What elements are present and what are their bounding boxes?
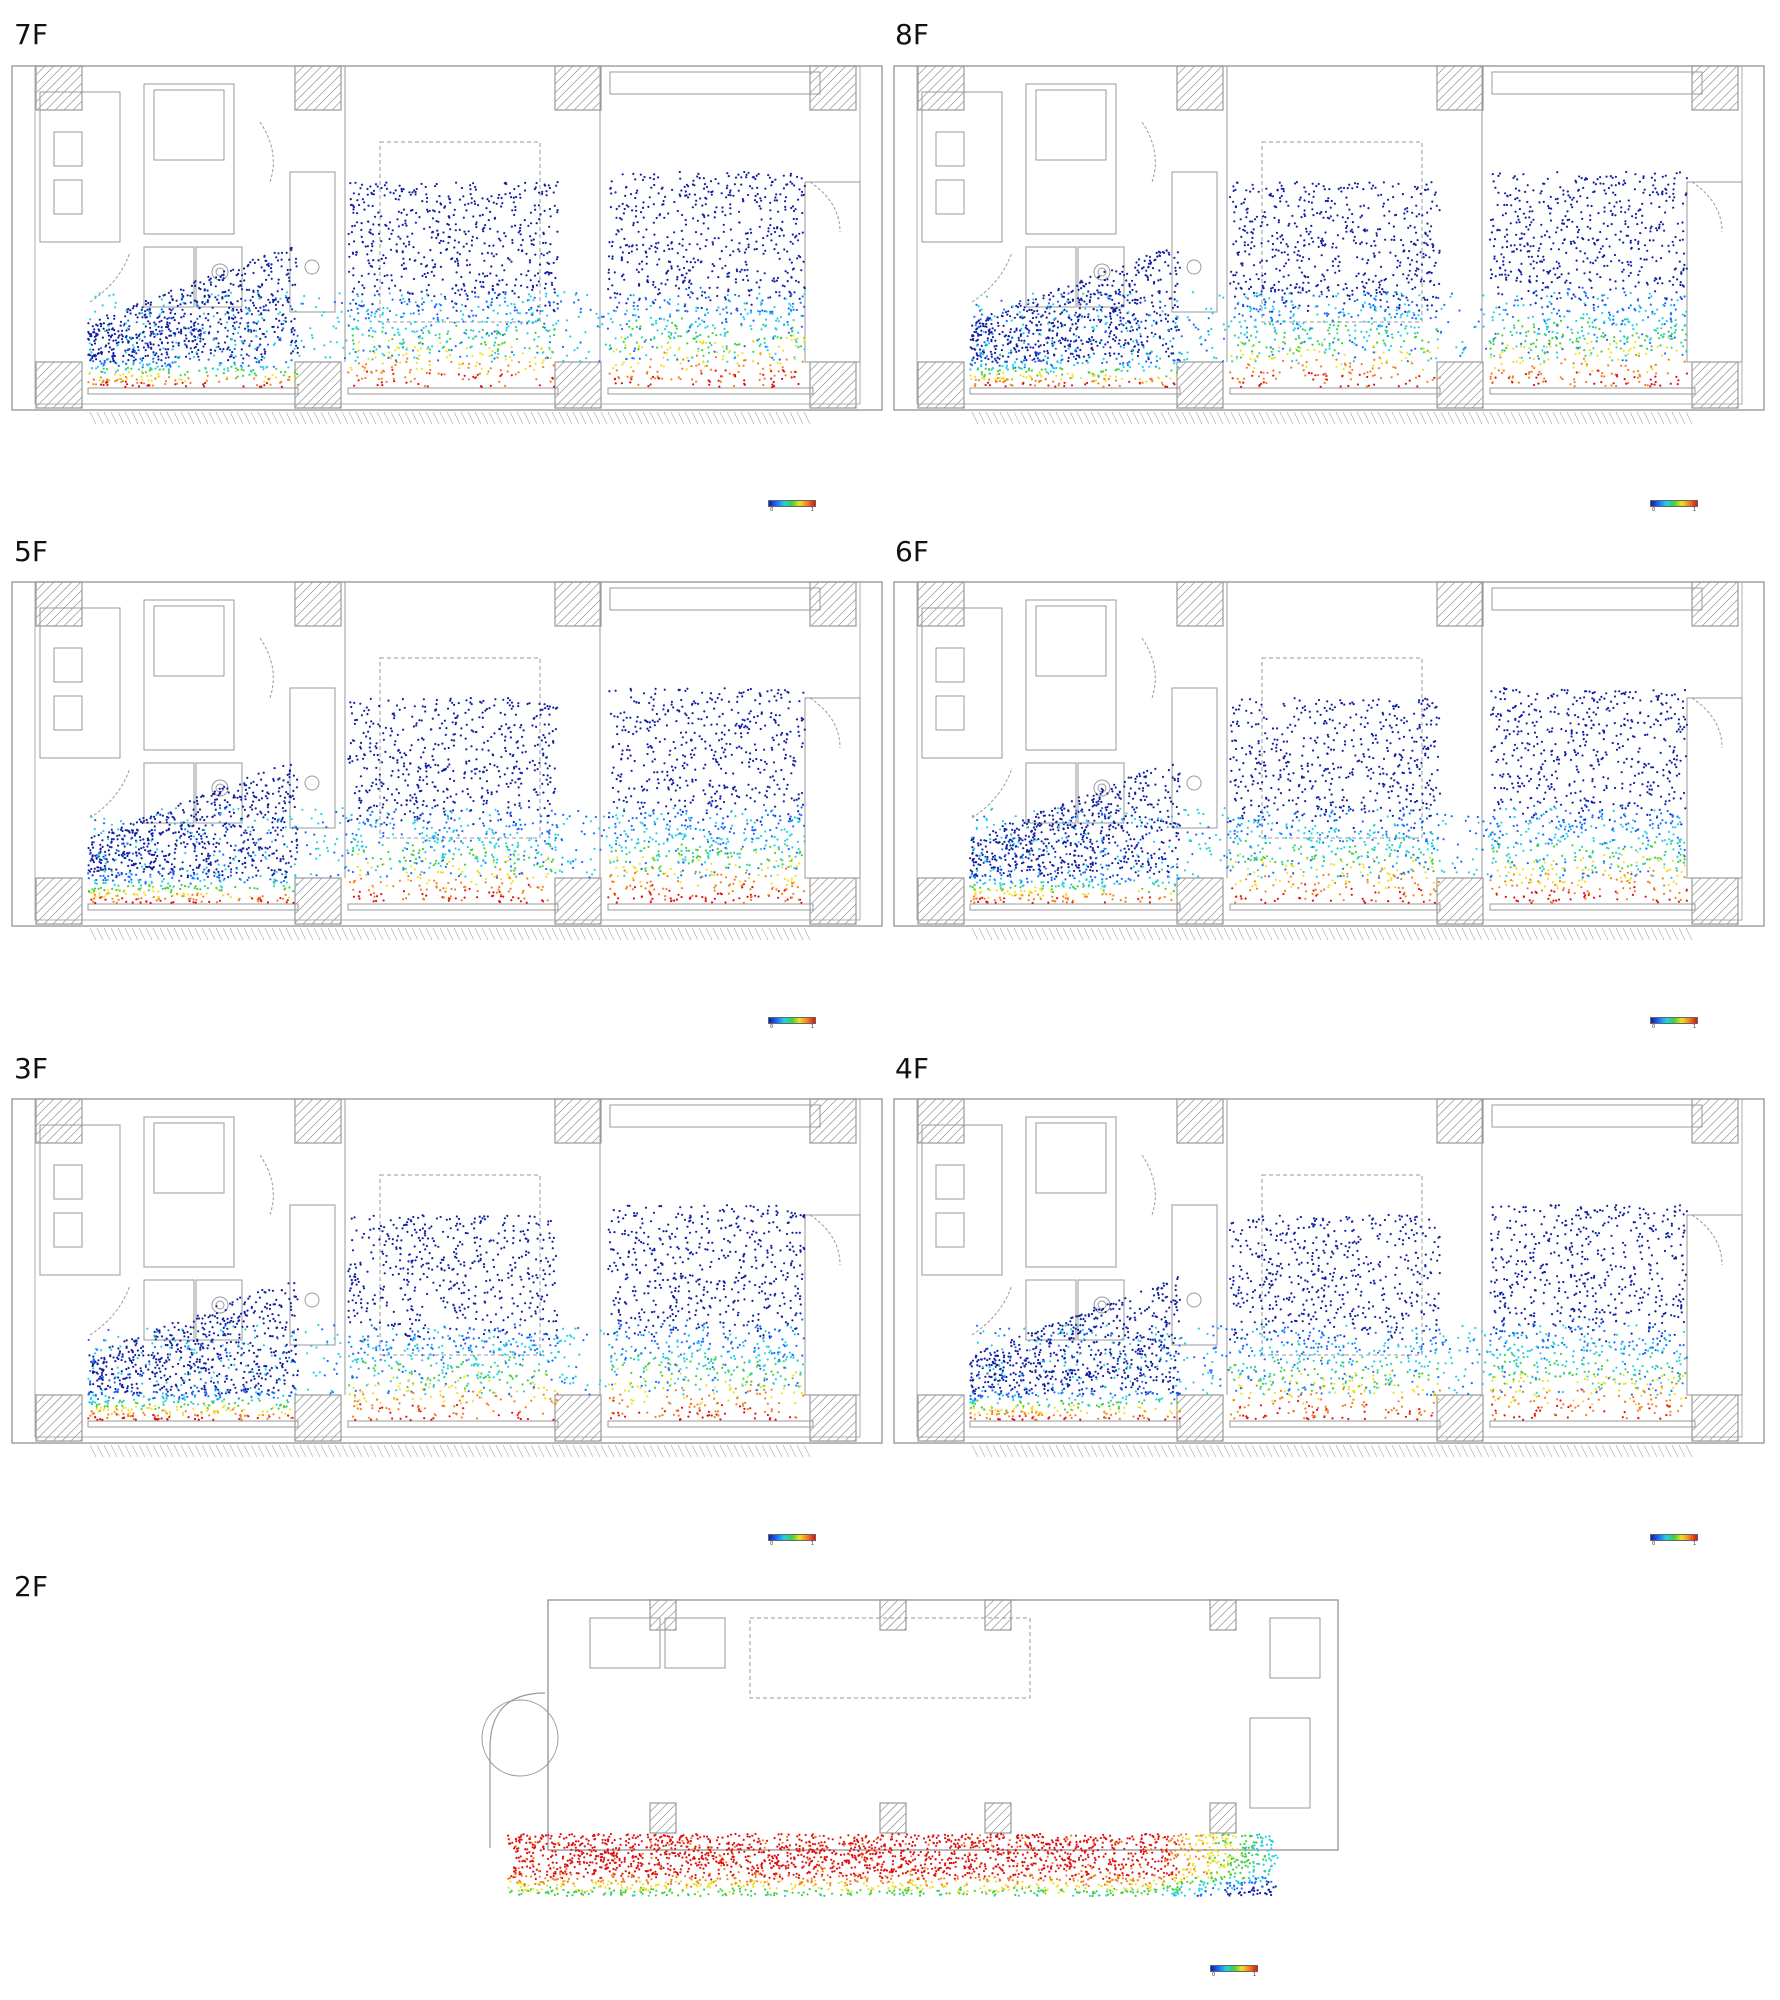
floor-plan-4f bbox=[892, 1095, 1767, 1510]
floor-plan-6f bbox=[892, 578, 1767, 993]
legend-min-label: 0 bbox=[770, 1541, 773, 1547]
legend-max-label: 1 bbox=[1693, 1024, 1696, 1030]
sensor-tick-marks bbox=[971, 1444, 1693, 1458]
plan-linework bbox=[481, 1599, 1339, 1851]
floor-plan-5f bbox=[10, 578, 885, 993]
legend-min-label: 0 bbox=[770, 1024, 773, 1030]
floor-label-7f: 7F bbox=[14, 18, 48, 51]
legend-max-label: 1 bbox=[1253, 1972, 1256, 1978]
daylight-point-cloud bbox=[87, 1204, 806, 1422]
legend-min-label: 0 bbox=[1652, 1541, 1655, 1547]
daylight-point-cloud bbox=[969, 1204, 1688, 1421]
floor-label-4f: 4F bbox=[895, 1052, 929, 1085]
legend-gradient-bar bbox=[1650, 1017, 1698, 1024]
legend-gradient-bar bbox=[768, 500, 816, 507]
legend-max-label: 1 bbox=[1693, 1541, 1696, 1547]
legend-max-label: 1 bbox=[811, 1024, 814, 1030]
floor-plan-drawing bbox=[11, 1098, 883, 1458]
daylight-point-cloud bbox=[87, 170, 807, 389]
floor-label-2f: 2F bbox=[14, 1570, 48, 1603]
floor-plan-drawing bbox=[893, 65, 1765, 425]
plan-linework bbox=[11, 1098, 883, 1444]
legend-gradient-bar bbox=[768, 1017, 816, 1024]
daylight-point-cloud bbox=[969, 170, 1688, 388]
floor-plan-drawing bbox=[11, 65, 883, 425]
floor-plan-drawing bbox=[11, 581, 883, 941]
daylight-point-cloud bbox=[87, 687, 806, 905]
legend-gradient-bar bbox=[1210, 1965, 1258, 1972]
legend-min-label: 0 bbox=[1652, 1024, 1655, 1030]
legend-gradient-bar bbox=[768, 1534, 816, 1541]
legend-min-label: 0 bbox=[1212, 1972, 1215, 1978]
legend-gradient-bar bbox=[1650, 1534, 1698, 1541]
floor-label-8f: 8F bbox=[895, 18, 929, 51]
floor-plan-2f bbox=[450, 1598, 1350, 1898]
sensor-tick-marks bbox=[89, 927, 811, 941]
floor-label-5f: 5F bbox=[14, 535, 48, 568]
legend-max-label: 1 bbox=[811, 1541, 814, 1547]
plan-linework bbox=[11, 581, 883, 927]
daylight-point-cloud bbox=[969, 687, 1688, 905]
plan-linework bbox=[11, 65, 883, 411]
floor-label-3f: 3F bbox=[14, 1052, 48, 1085]
floor-plan-7f bbox=[10, 62, 885, 477]
legend-max-label: 1 bbox=[811, 507, 814, 513]
daylight-point-cloud bbox=[507, 1832, 1279, 1898]
floor-plan-8f bbox=[892, 62, 1767, 477]
floor-plan-drawing bbox=[481, 1599, 1339, 1898]
floor-plan-3f bbox=[10, 1095, 885, 1510]
floor-label-6f: 6F bbox=[895, 535, 929, 568]
floor-plan-drawing bbox=[893, 581, 1765, 941]
sensor-tick-marks bbox=[89, 1444, 811, 1458]
sensor-tick-marks bbox=[971, 927, 1693, 941]
legend-min-label: 0 bbox=[1652, 507, 1655, 513]
plan-linework bbox=[893, 1098, 1765, 1444]
floor-plan-drawing bbox=[893, 1098, 1765, 1458]
plan-linework bbox=[893, 65, 1765, 411]
plan-linework bbox=[893, 581, 1765, 927]
sensor-tick-marks bbox=[89, 411, 811, 425]
sensor-tick-marks bbox=[971, 411, 1693, 425]
legend-gradient-bar bbox=[1650, 500, 1698, 507]
legend-max-label: 1 bbox=[1693, 507, 1696, 513]
legend-min-label: 0 bbox=[770, 507, 773, 513]
